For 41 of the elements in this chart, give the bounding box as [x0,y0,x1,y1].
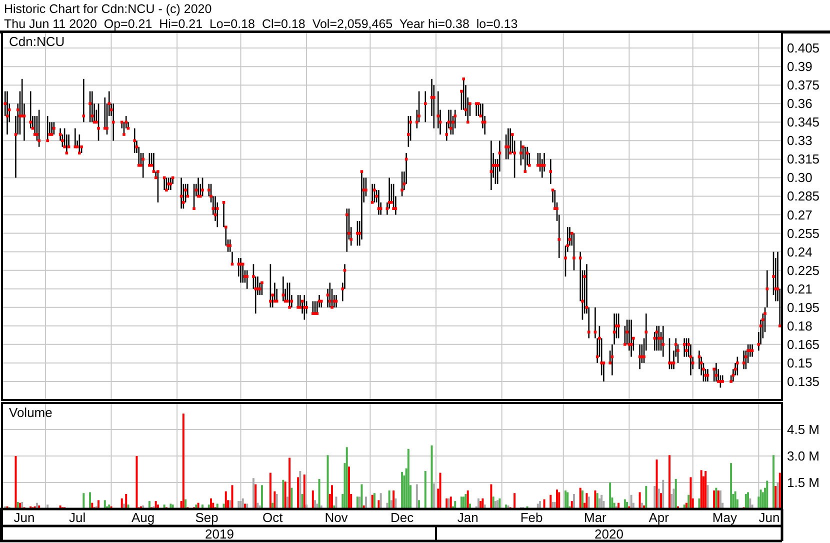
y-tick-label: 0.33 [787,133,812,148]
y-tick-label: 0.165 [787,336,820,352]
y-tick-label: 0.285 [787,188,820,204]
y-tick-label: 0.21 [787,281,812,296]
y-tick-label: 0.15 [787,355,812,370]
y-tick-label: 0.225 [787,262,820,278]
y-tick-label: 0.30 [787,170,812,186]
y-tick-label: 0.39 [787,59,812,74]
y-tick-label: 1.5 M [787,475,820,490]
x-tick-label: Jun [758,510,780,525]
x-tick-label: Apr [648,510,670,525]
x-tick-label: Jun [14,510,35,525]
x-tick-label: May [712,510,738,525]
x-tick-label: Jul [68,510,86,525]
x-tick-label: Nov [324,510,348,525]
x-tick-label: Dec [390,510,414,525]
y-tick-label: 0.135 [787,374,820,389]
annotation: Cdn:NCU [9,34,65,49]
chart-subtitle: Thu Jun 11 2020 Op=0.21 Hi=0.21 Lo=0.18 Cl=0.18 Vol=2,059,465 Year hi=0.38 lo=0.13 [4,17,518,31]
y-tick-label: 0.36 [787,96,812,112]
y-tick-label: 4.5 M [787,422,820,437]
y-tick-label: 0.255 [787,226,820,241]
y-tick-label: 0.27 [787,207,812,222]
x-tick-label: Aug [132,510,155,525]
x-tick-label: Jan [457,510,478,525]
x-tick-label: Sep [195,510,218,525]
y-tick-label: 0.315 [787,152,820,167]
text: 2019 [205,526,234,541]
x-tick-label: Feb [520,510,543,525]
x-tick-label: Oct [262,510,284,525]
chart-title: Historic Chart for Cdn:NCU - (c) 2020 [4,2,212,16]
chart-title: Volume [9,405,52,420]
y-tick-label: 0.195 [787,300,820,315]
y-tick-label: 0.405 [787,40,820,56]
y-tick-label: 0.18 [787,318,812,334]
y-tick-label: 0.24 [787,244,812,260]
y-tick-label: 3.0 M [787,448,820,464]
text: 2020 [594,526,624,541]
y-tick-label: 0.375 [787,78,820,93]
y-tick-label: 0.345 [787,114,820,130]
x-tick-label: Mar [584,510,608,525]
